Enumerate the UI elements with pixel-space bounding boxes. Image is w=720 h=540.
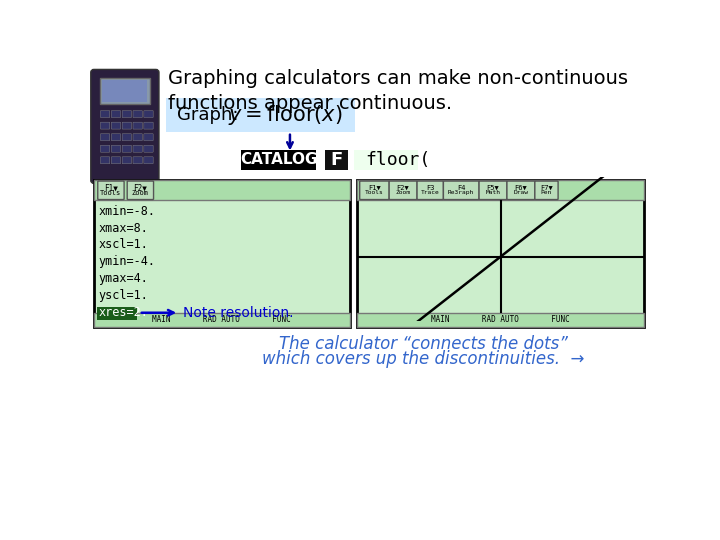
FancyBboxPatch shape — [122, 157, 132, 164]
Text: Pen: Pen — [541, 190, 552, 195]
Text: Note resolution.: Note resolution. — [183, 306, 294, 320]
Text: F7▼: F7▼ — [540, 185, 553, 191]
Text: F3: F3 — [426, 185, 434, 191]
Text: F2▼: F2▼ — [397, 185, 410, 191]
FancyBboxPatch shape — [133, 111, 143, 118]
FancyBboxPatch shape — [101, 145, 109, 152]
Text: MAIN       RAD AUTO       FUNC: MAIN RAD AUTO FUNC — [431, 315, 570, 324]
FancyBboxPatch shape — [112, 122, 121, 129]
FancyBboxPatch shape — [100, 78, 150, 104]
Text: F1▼: F1▼ — [104, 184, 118, 192]
Text: Draw: Draw — [513, 190, 528, 195]
FancyBboxPatch shape — [122, 134, 132, 140]
FancyBboxPatch shape — [535, 181, 558, 200]
Text: $y = \mathrm{floor}(x)$: $y = \mathrm{floor}(x)$ — [228, 103, 343, 127]
FancyBboxPatch shape — [144, 157, 153, 164]
Text: MAIN       RAD AUTO       FUNC: MAIN RAD AUTO FUNC — [153, 315, 291, 324]
Text: F2▼: F2▼ — [133, 184, 148, 192]
FancyBboxPatch shape — [127, 181, 153, 200]
Bar — [357, 180, 644, 200]
Text: CATALOG: CATALOG — [240, 152, 318, 167]
Text: which covers up the discontinuities.  →: which covers up the discontinuities. → — [262, 350, 585, 368]
FancyBboxPatch shape — [417, 181, 444, 200]
Bar — [94, 313, 350, 327]
FancyBboxPatch shape — [101, 111, 109, 118]
FancyBboxPatch shape — [101, 122, 109, 129]
Bar — [357, 180, 644, 327]
FancyBboxPatch shape — [507, 181, 535, 200]
Text: xmin=-8.: xmin=-8. — [99, 205, 156, 218]
Text: xres=2.: xres=2. — [99, 306, 148, 319]
FancyBboxPatch shape — [144, 111, 153, 118]
Text: Graph:: Graph: — [177, 106, 238, 124]
Text: Graphing calculators can make non-continuous
functions appear continuous.: Graphing calculators can make non-contin… — [168, 69, 628, 113]
Text: Tools: Tools — [365, 190, 384, 195]
FancyBboxPatch shape — [144, 145, 153, 152]
FancyBboxPatch shape — [91, 70, 159, 184]
Text: ymin=-4.: ymin=-4. — [99, 255, 156, 268]
Text: F: F — [330, 151, 343, 168]
Bar — [357, 313, 644, 327]
FancyBboxPatch shape — [133, 122, 143, 129]
Text: Trace: Trace — [421, 190, 440, 195]
FancyBboxPatch shape — [360, 181, 389, 200]
Polygon shape — [359, 201, 642, 312]
FancyBboxPatch shape — [101, 134, 109, 140]
Text: Zoom: Zoom — [395, 190, 410, 195]
Text: Math: Math — [485, 190, 500, 195]
Text: F4: F4 — [457, 185, 465, 191]
Text: xmax=8.: xmax=8. — [99, 221, 148, 234]
Text: floor(: floor( — [365, 151, 431, 168]
FancyBboxPatch shape — [122, 111, 132, 118]
FancyBboxPatch shape — [112, 134, 121, 140]
Bar — [102, 80, 148, 102]
FancyBboxPatch shape — [133, 145, 143, 152]
Bar — [94, 180, 350, 327]
Text: Tools: Tools — [100, 190, 122, 195]
FancyBboxPatch shape — [133, 134, 143, 140]
FancyBboxPatch shape — [144, 134, 153, 140]
FancyBboxPatch shape — [325, 150, 348, 170]
Text: ymax=4.: ymax=4. — [99, 272, 148, 285]
Text: F1▼: F1▼ — [368, 185, 381, 191]
Text: F6▼: F6▼ — [515, 185, 527, 191]
FancyBboxPatch shape — [354, 150, 418, 170]
FancyBboxPatch shape — [112, 145, 121, 152]
FancyBboxPatch shape — [101, 157, 109, 164]
Text: xscl=1.: xscl=1. — [99, 239, 148, 252]
Text: yscl=1.: yscl=1. — [99, 289, 148, 302]
Text: F5▼: F5▼ — [487, 185, 500, 191]
FancyBboxPatch shape — [112, 111, 121, 118]
Text: Zoom: Zoom — [132, 190, 149, 195]
FancyBboxPatch shape — [166, 98, 355, 132]
Text: Re3raph: Re3raph — [448, 190, 474, 195]
FancyBboxPatch shape — [133, 157, 143, 164]
FancyBboxPatch shape — [112, 157, 121, 164]
FancyBboxPatch shape — [122, 122, 132, 129]
Bar — [94, 180, 350, 200]
FancyBboxPatch shape — [98, 181, 124, 200]
FancyBboxPatch shape — [444, 181, 479, 200]
FancyBboxPatch shape — [479, 181, 507, 200]
FancyBboxPatch shape — [389, 181, 417, 200]
Text: The calculator “connects the dots”: The calculator “connects the dots” — [279, 335, 567, 353]
Bar — [97, 307, 138, 320]
FancyBboxPatch shape — [241, 150, 316, 170]
FancyBboxPatch shape — [122, 145, 132, 152]
FancyBboxPatch shape — [144, 122, 153, 129]
